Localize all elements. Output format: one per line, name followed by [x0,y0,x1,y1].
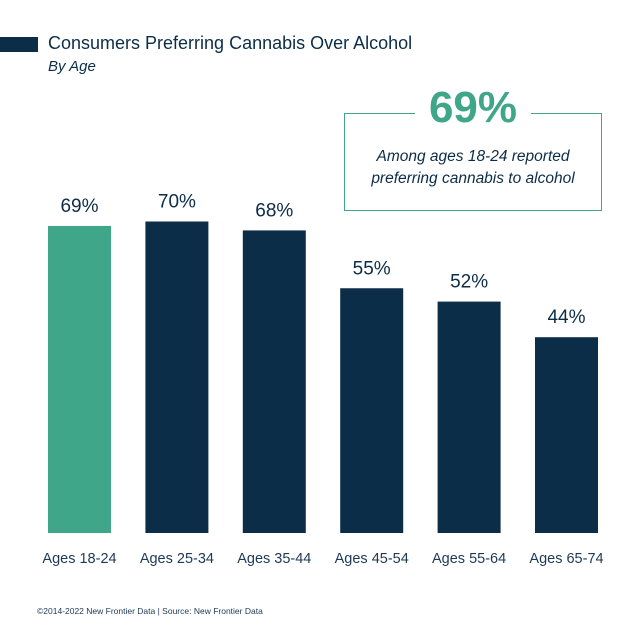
bar-ages-55-64 [437,301,501,533]
x-tick-label: Ages 18-24 [42,551,116,567]
data-label: 69% [60,196,98,217]
chart-title: Consumers Preferring Cannabis Over Alcoh… [48,33,413,53]
bar-ages-45-54 [340,288,404,533]
data-label: 70% [158,192,196,213]
data-label: 68% [255,200,293,221]
x-tick-label: Ages 45-54 [335,551,409,567]
bar-ages-18-24 [48,225,111,533]
x-tick-label: Ages 55-64 [432,551,506,567]
bar-ages-35-44 [242,230,306,533]
data-label: 44% [547,307,585,328]
x-tick-label: Ages 25-34 [140,551,214,567]
chart-subtitle: By Age [48,58,96,75]
callout-text: Among ages 18-24 reported preferring can… [371,148,575,187]
bar-ages-25-34 [145,221,209,533]
x-tick-label: Ages 35-44 [237,551,311,567]
title-accent-bar [0,37,38,52]
data-label: 52% [450,272,488,293]
bar-ages-65-74 [535,337,598,533]
x-tick-label: Ages 65-74 [529,551,603,567]
footer-source: ©2014-2022 New Frontier Data | Source: N… [37,606,263,616]
callout-value: 69% [415,82,531,134]
bar-chart: 69% Ages 18-24 70% Ages 25-34 68% Ages 35-44 5… [42,192,603,568]
data-label: 55% [353,258,391,279]
